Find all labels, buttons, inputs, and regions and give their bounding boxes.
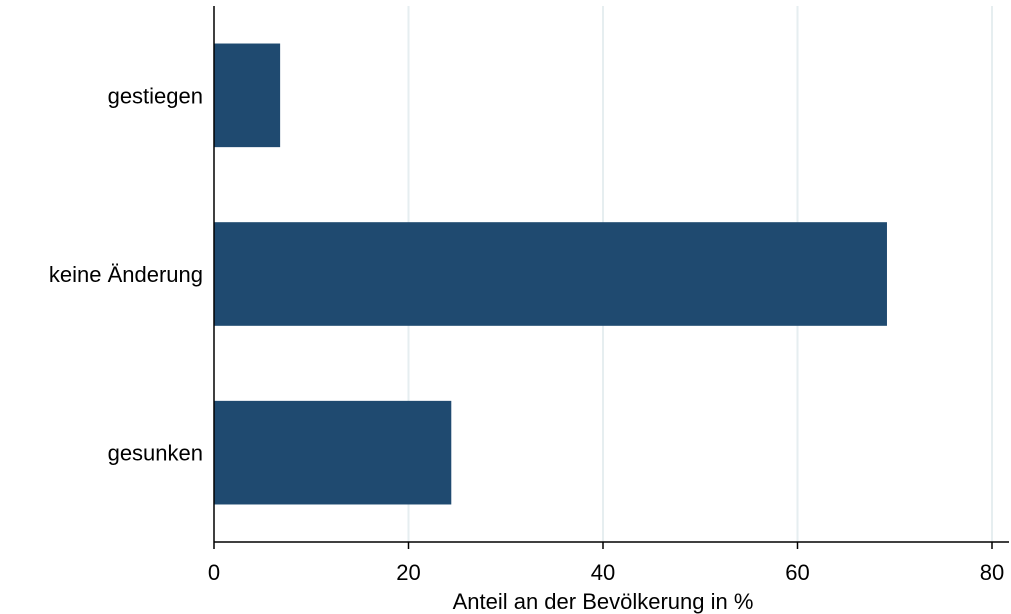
category-label-2: gesunken [108, 441, 203, 466]
category-label-0: gestiegen [108, 83, 203, 108]
x-axis-title: Anteil an der Bevölkerung in % [453, 589, 754, 614]
x-tick-label-80: 80 [980, 560, 1004, 585]
x-tick-label-0: 0 [208, 560, 220, 585]
x-tick-label-40: 40 [591, 560, 615, 585]
x-axis-ticks: 0 20 40 60 80 [208, 542, 1004, 585]
bar-1 [214, 222, 887, 326]
category-label-1: keine Änderung [49, 262, 203, 287]
bar-2 [214, 400, 452, 505]
x-tick-label-60: 60 [785, 560, 809, 585]
x-tick-label-20: 20 [396, 560, 420, 585]
category-labels: gestiegen keine Änderung gesunken [49, 83, 203, 465]
bars [214, 43, 887, 505]
bar-0 [214, 43, 281, 148]
